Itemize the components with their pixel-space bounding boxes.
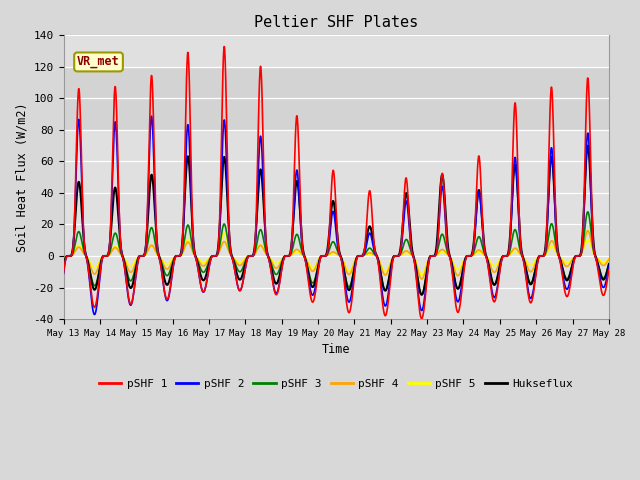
pSHF 5 xyxy=(364,252,372,258)
pSHF 1 xyxy=(605,267,612,273)
pSHF 1 xyxy=(418,316,426,322)
pSHF 5 xyxy=(60,256,67,262)
pSHF 2 xyxy=(148,113,156,119)
Title: Peltier SHF Plates: Peltier SHF Plates xyxy=(254,15,419,30)
pSHF 3 xyxy=(60,260,67,265)
pSHF 2 xyxy=(60,271,67,276)
Hukseflux xyxy=(572,253,580,259)
Hukseflux xyxy=(352,258,360,264)
pSHF 4 xyxy=(418,276,426,282)
Line: pSHF 1: pSHF 1 xyxy=(63,47,609,319)
pSHF 5 xyxy=(418,272,426,277)
Hukseflux xyxy=(364,229,371,235)
pSHF 2 xyxy=(364,234,372,240)
pSHF 5 xyxy=(212,253,220,259)
pSHF 5 xyxy=(220,230,228,236)
Hukseflux xyxy=(557,259,564,265)
pSHF 2 xyxy=(572,253,580,259)
pSHF 3 xyxy=(364,247,371,252)
Text: VR_met: VR_met xyxy=(77,55,120,69)
pSHF 1 xyxy=(364,202,372,207)
Hukseflux xyxy=(495,268,502,274)
pSHF 1 xyxy=(352,260,360,265)
pSHF 4 xyxy=(60,257,67,263)
pSHF 4 xyxy=(212,253,220,259)
Line: Hukseflux: Hukseflux xyxy=(63,146,609,295)
pSHF 2 xyxy=(557,263,565,268)
pSHF 3 xyxy=(605,261,612,266)
pSHF 2 xyxy=(212,253,220,259)
pSHF 4 xyxy=(364,251,371,256)
pSHF 5 xyxy=(557,255,565,261)
pSHF 4 xyxy=(605,256,612,262)
pSHF 5 xyxy=(495,258,503,264)
Y-axis label: Soil Heat Flux (W/m2): Soil Heat Flux (W/m2) xyxy=(15,102,28,252)
Hukseflux xyxy=(584,143,592,149)
pSHF 3 xyxy=(557,259,564,264)
pSHF 1 xyxy=(572,253,580,259)
pSHF 4 xyxy=(572,253,580,259)
Hukseflux xyxy=(418,292,426,298)
pSHF 4 xyxy=(495,262,502,267)
pSHF 4 xyxy=(352,256,360,262)
Hukseflux xyxy=(605,261,612,267)
pSHF 3 xyxy=(495,268,502,274)
pSHF 2 xyxy=(91,312,99,317)
pSHF 3 xyxy=(352,258,360,264)
pSHF 3 xyxy=(418,292,426,298)
pSHF 2 xyxy=(353,257,360,263)
Hukseflux xyxy=(212,253,220,259)
pSHF 4 xyxy=(557,256,564,262)
Line: pSHF 4: pSHF 4 xyxy=(63,231,609,279)
Line: pSHF 2: pSHF 2 xyxy=(63,116,609,314)
pSHF 3 xyxy=(212,253,220,259)
Line: pSHF 5: pSHF 5 xyxy=(63,233,609,275)
pSHF 1 xyxy=(557,264,565,270)
Hukseflux xyxy=(60,263,67,269)
pSHF 2 xyxy=(605,264,612,270)
X-axis label: Time: Time xyxy=(322,343,351,356)
pSHF 1 xyxy=(60,269,67,275)
pSHF 1 xyxy=(495,275,503,280)
Legend: pSHF 1, pSHF 2, pSHF 3, pSHF 4, pSHF 5, Hukseflux: pSHF 1, pSHF 2, pSHF 3, pSHF 4, pSHF 5, … xyxy=(95,374,578,393)
pSHF 1 xyxy=(220,44,228,49)
pSHF 5 xyxy=(572,253,580,259)
pSHF 2 xyxy=(495,273,503,279)
Line: pSHF 3: pSHF 3 xyxy=(63,212,609,295)
pSHF 3 xyxy=(584,209,592,215)
pSHF 5 xyxy=(605,255,612,261)
pSHF 1 xyxy=(212,253,220,259)
pSHF 3 xyxy=(572,253,580,259)
Bar xyxy=(63,67,609,130)
pSHF 4 xyxy=(584,228,592,234)
pSHF 5 xyxy=(352,255,360,261)
